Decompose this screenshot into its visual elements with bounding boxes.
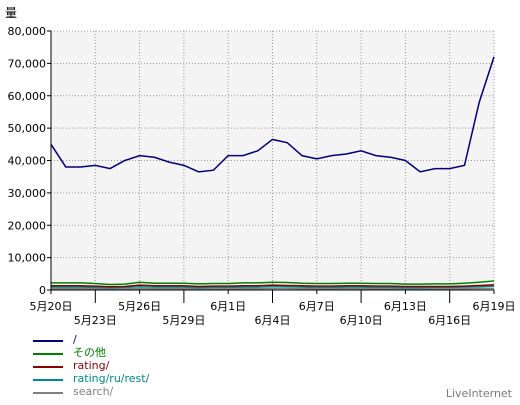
y-tick-label: 30,000 [8, 187, 47, 200]
legend-label: その他 [73, 346, 106, 359]
legend-item: search/ [33, 385, 233, 399]
legend: / その他 rating/rating/ru/rest/search/ [33, 333, 233, 399]
legend-label: rating/ru/rest/ [73, 372, 150, 385]
y-tick-label: 50,000 [8, 122, 47, 135]
legend-swatch [33, 366, 63, 368]
x-tick-label: 6月13日 [384, 300, 427, 313]
legend-swatch [33, 340, 63, 342]
series-line-1 [51, 280, 495, 286]
legend-swatch [33, 379, 63, 381]
x-tick-label: 6月1日 [210, 300, 246, 313]
y-tick-label: 10,000 [8, 252, 47, 265]
x-tick-label: 5月29日 [162, 314, 205, 327]
y-tick-label: 20,000 [8, 219, 47, 232]
legend-label: / [73, 333, 77, 346]
series-lines [50, 56, 495, 290]
legend-item: その他 [33, 346, 233, 360]
x-tick-label: 5月23日 [74, 314, 117, 327]
x-tick-label: 6月19日 [473, 300, 516, 313]
series-line-0 [50, 56, 495, 173]
y-axis-label: 量 [5, 6, 17, 20]
x-tick-label: 5月26日 [118, 300, 161, 313]
x-tick-label: 5月20日 [30, 300, 73, 313]
y-tick-label: 70,000 [8, 57, 47, 70]
grid-lines [51, 30, 495, 290]
brand-label: LiveInternet [445, 387, 512, 400]
legend-item: / [33, 333, 233, 347]
line-chart: 量 0 10,000 20,000 30,000 40,000 50,000 60,000 7… [5, 6, 516, 327]
y-tick-labels: 0 10,000 20,000 30,000 40,000 50,000 60,000 70,… [8, 25, 47, 297]
y-tick-label: 80,000 [8, 25, 47, 38]
axes [47, 30, 495, 303]
legend-label: search/ [73, 385, 114, 398]
legend-swatch [33, 392, 63, 394]
legend-label: rating/ [73, 359, 110, 372]
x-tick-label: 6月4日 [255, 314, 291, 327]
y-tick-label: 60,000 [8, 90, 47, 103]
y-tick-label: 40,000 [8, 155, 47, 168]
legend-item: rating/ [33, 359, 233, 373]
series-line-3 [51, 285, 495, 289]
x-tick-label: 6月7日 [299, 300, 335, 313]
x-tick-label: 6月16日 [428, 314, 471, 327]
x-tick-label: 6月10日 [340, 314, 383, 327]
legend-swatch [33, 353, 63, 355]
series-line-2 [51, 284, 495, 288]
x-tick-labels: 5月20日5月23日5月26日5月29日6月1日6月4日6月7日6月10日6月1… [30, 300, 516, 327]
legend-item: rating/ru/rest/ [33, 372, 233, 386]
y-tick-label: 0 [39, 284, 46, 297]
